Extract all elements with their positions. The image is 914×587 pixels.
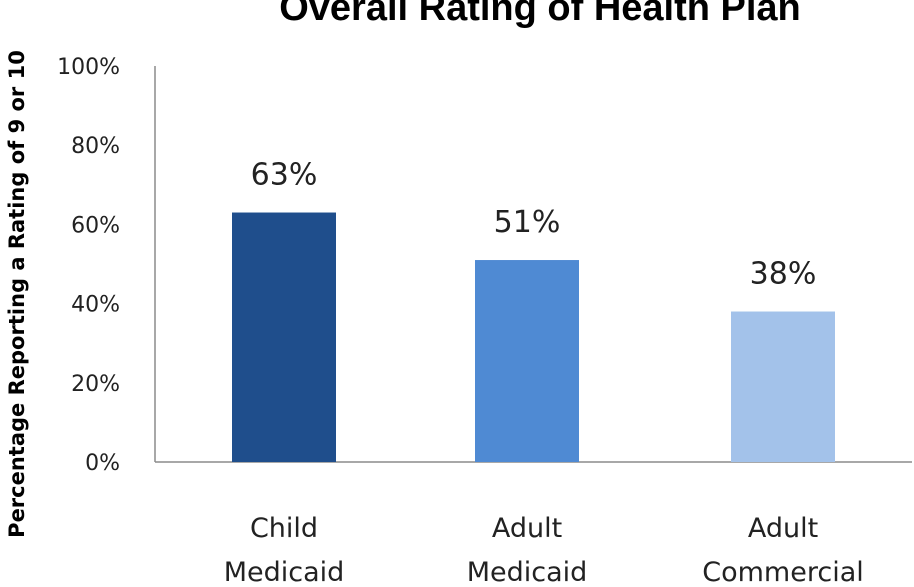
data-label: 38% bbox=[750, 257, 817, 292]
x-category-label: Adult bbox=[492, 513, 562, 544]
x-category-label: Child bbox=[250, 513, 318, 544]
x-category-label: Adult bbox=[748, 513, 818, 544]
data-label: 51% bbox=[494, 205, 561, 240]
bar bbox=[232, 212, 336, 462]
y-tick-label: 20% bbox=[71, 372, 120, 397]
y-tick-label: 100% bbox=[57, 55, 120, 80]
y-tick-label: 0% bbox=[85, 451, 120, 476]
bar bbox=[731, 311, 835, 462]
plot-area: 0% 20% 40% 60% 80% 100% 63% Child Medicaid 51% Adu… bbox=[57, 55, 912, 587]
y-tick-label: 60% bbox=[71, 213, 120, 238]
y-axis-label: Percentage Reporting a Rating of 9 or 10 bbox=[5, 50, 29, 538]
x-category-label: Medicaid bbox=[467, 557, 588, 587]
chart-title: Overall Rating of Health Plan bbox=[279, 0, 801, 29]
x-category-label: Medicaid bbox=[224, 557, 345, 587]
data-label: 63% bbox=[251, 158, 318, 193]
y-tick-label: 40% bbox=[71, 293, 120, 318]
x-category-label: Commercial bbox=[702, 557, 864, 587]
y-tick-label: 80% bbox=[71, 134, 120, 159]
bar bbox=[475, 260, 579, 462]
